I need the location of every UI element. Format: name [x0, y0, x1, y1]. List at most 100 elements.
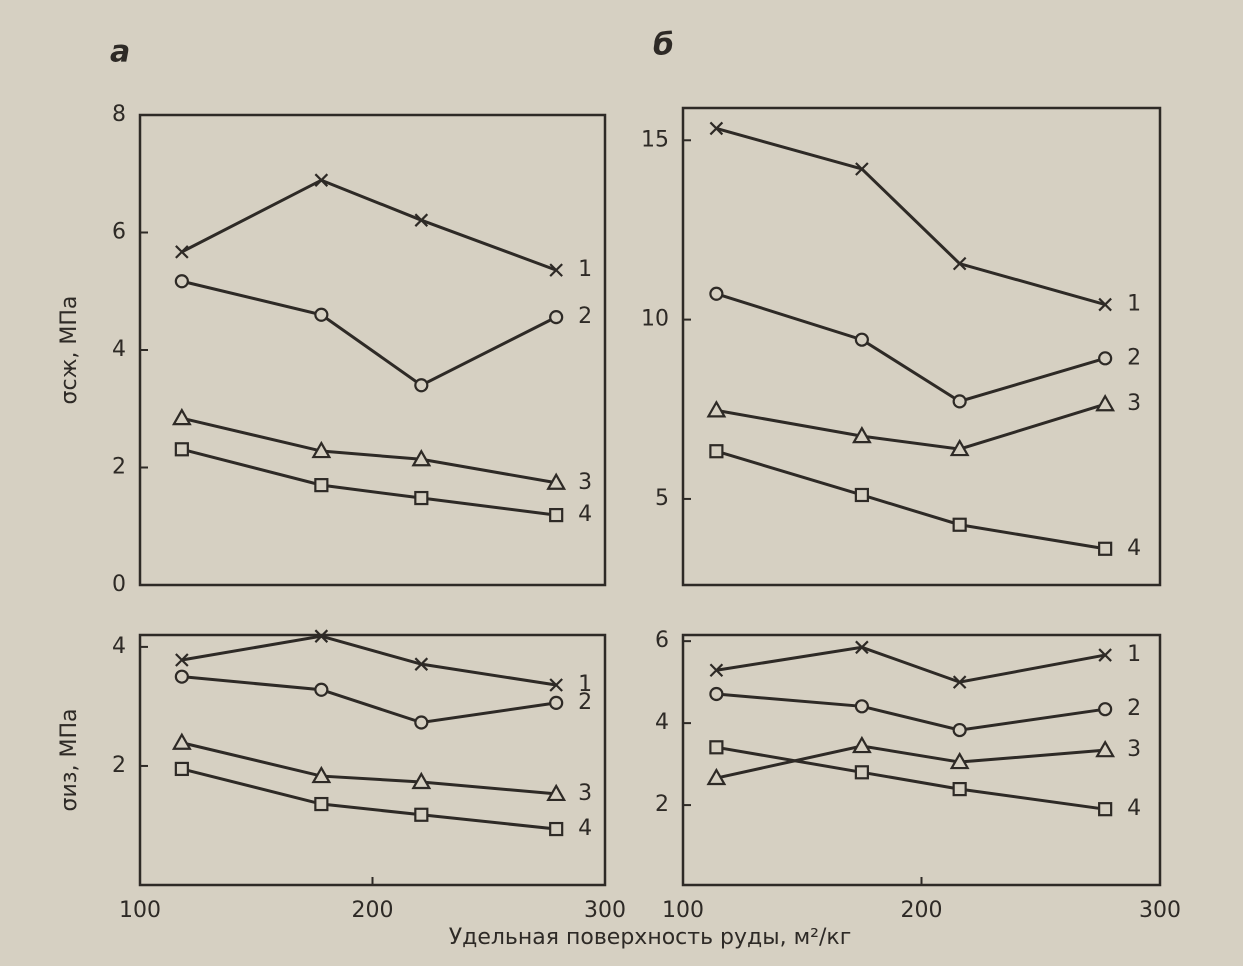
panel-label: б [653, 28, 674, 63]
y-tick-label: 8 [112, 102, 126, 127]
marker [1098, 702, 1113, 717]
series-line [716, 745, 1106, 811]
series-label: 3 [578, 781, 592, 806]
series-label: 4 [1127, 796, 1141, 821]
marker [1098, 541, 1113, 556]
y-tick-label: 10 [641, 307, 669, 332]
marker [174, 669, 189, 684]
marker [709, 740, 724, 755]
marker [851, 735, 872, 754]
y-tick-label: 0 [112, 572, 126, 597]
marker [414, 657, 429, 671]
marker [949, 438, 970, 457]
series-label: 3 [1127, 737, 1141, 762]
panel-label: а [110, 35, 130, 70]
x-tick-label: 200 [901, 898, 943, 923]
x-tick-label: 100 [662, 898, 704, 923]
series-label: 1 [578, 672, 592, 697]
marker [855, 162, 869, 176]
marker [1098, 802, 1113, 817]
marker [952, 722, 967, 738]
y-axis-label: σсж, МПа [57, 296, 82, 405]
series-label: 3 [578, 470, 592, 495]
marker [414, 490, 429, 506]
marker [709, 686, 724, 702]
x-tick-label: 300 [584, 898, 626, 923]
marker [174, 274, 189, 289]
y-axis-label: σиз, МПа [57, 709, 82, 812]
y-tick-label: 4 [112, 634, 126, 659]
marker [854, 332, 869, 347]
marker [549, 507, 564, 523]
y-tick-label: 5 [655, 486, 669, 511]
y-tick-label: 6 [655, 628, 669, 653]
marker [314, 629, 329, 643]
series-line [716, 645, 1106, 684]
marker [854, 487, 869, 503]
marker [855, 640, 869, 655]
marker [171, 407, 192, 426]
marker [314, 173, 329, 187]
marker [549, 678, 563, 692]
marker [549, 263, 563, 277]
marker [854, 765, 869, 780]
marker [546, 783, 567, 802]
series-label: 4 [1127, 536, 1141, 561]
series-line [181, 741, 557, 796]
series-line [181, 447, 557, 517]
y-tick-label: 4 [112, 337, 126, 362]
marker [414, 378, 429, 393]
y-tick-label: 2 [112, 455, 126, 480]
series-label: 2 [1127, 696, 1141, 721]
marker [414, 715, 429, 730]
y-tick-label: 6 [112, 220, 126, 245]
y-tick-label: 2 [112, 753, 126, 778]
marker [314, 796, 329, 812]
marker [709, 444, 724, 459]
marker [709, 663, 724, 678]
marker [952, 517, 967, 532]
series-line [715, 126, 1106, 306]
series-label: 1 [1127, 642, 1141, 667]
marker [549, 695, 564, 710]
y-tick-label: 15 [641, 127, 669, 152]
series-line [716, 692, 1106, 732]
marker [706, 400, 727, 418]
marker [411, 771, 432, 790]
marker [314, 478, 329, 493]
series-label: 2 [578, 304, 592, 329]
series-label: 1 [1127, 292, 1141, 317]
series-line [715, 292, 1106, 404]
x-tick-label: 200 [352, 898, 394, 923]
x-axis-label: Удельная поверхность руды, м²/кг [449, 925, 852, 950]
marker [1095, 394, 1116, 412]
marker [952, 394, 967, 409]
marker [1098, 648, 1112, 662]
marker [314, 682, 329, 697]
plot-frame [681, 106, 1162, 587]
series-line [181, 675, 557, 725]
series-line [716, 402, 1106, 451]
marker [706, 767, 727, 786]
series-label: 2 [1127, 345, 1141, 370]
marker [709, 121, 724, 136]
x-tick-label: 100 [119, 898, 161, 923]
series-label: 4 [578, 502, 592, 527]
marker [171, 732, 192, 750]
marker [175, 653, 189, 667]
marker [851, 425, 872, 444]
marker [1098, 297, 1112, 312]
marker [1095, 739, 1116, 758]
series-label: 2 [578, 690, 592, 715]
marker [709, 286, 724, 301]
series-line [181, 767, 557, 831]
marker [952, 675, 967, 689]
marker [1098, 351, 1113, 366]
series-label: 3 [1127, 391, 1141, 416]
series-line [181, 416, 557, 485]
marker [175, 245, 189, 259]
series-line [181, 279, 557, 387]
marker [414, 807, 429, 822]
marker [546, 472, 567, 490]
